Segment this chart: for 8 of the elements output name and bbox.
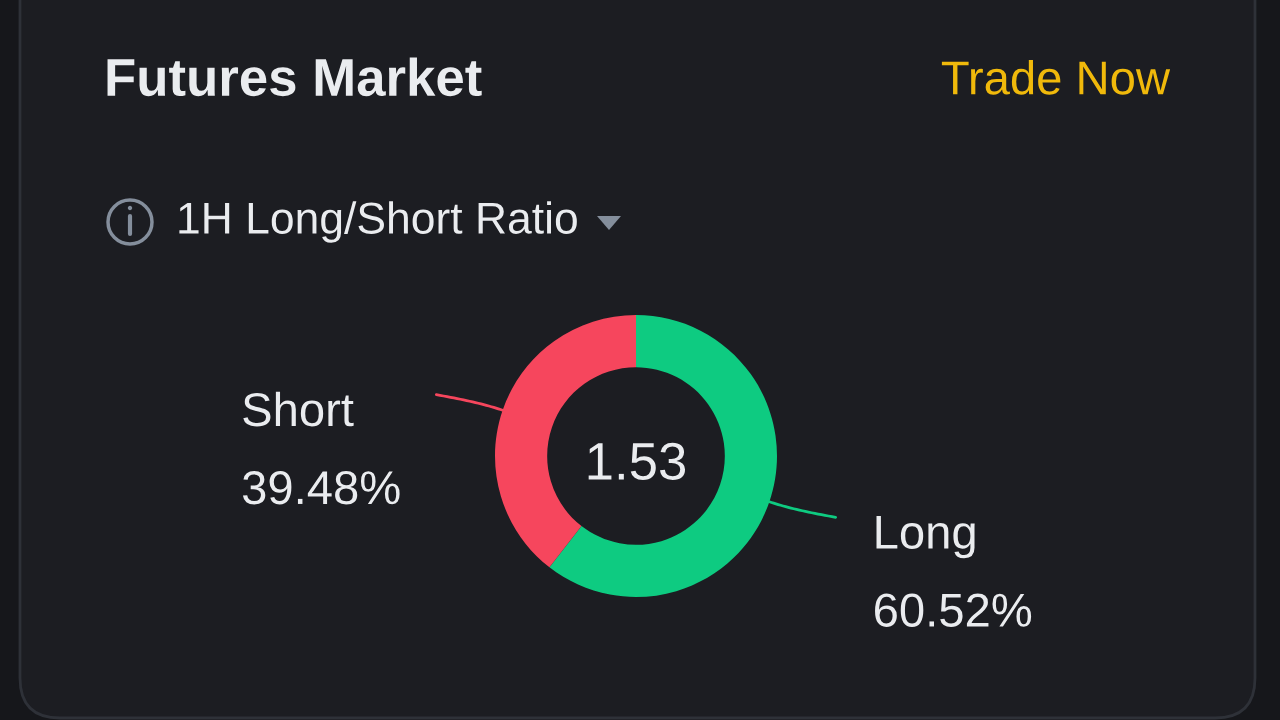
- chart-subtitle: 1H Long/Short Ratio: [179, 201, 577, 243]
- slice-label: Short: [243, 391, 354, 427]
- data-label: 60.52%: [875, 593, 1032, 627]
- legend-label: Long: [876, 515, 975, 559]
- text: Trade Now: [941, 59, 1171, 95]
- chart-title: Futures Market: [107, 57, 482, 97]
- data-label: 39.48%: [242, 470, 400, 505]
- text: 1.53: [588, 442, 686, 481]
